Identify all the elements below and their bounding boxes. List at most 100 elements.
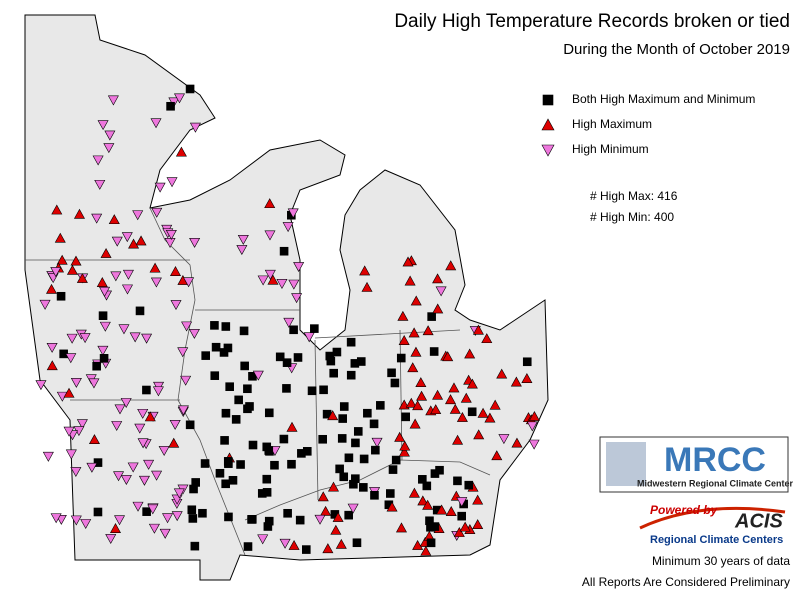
marker-square	[263, 522, 273, 531]
marker-square	[221, 479, 230, 489]
marker-triangle-up	[51, 204, 63, 215]
marker-triangle-up	[477, 407, 489, 418]
marker-square	[338, 414, 347, 423]
marker-square	[215, 468, 225, 478]
marker-triangle-down	[134, 423, 146, 434]
marker-triangle-up	[402, 256, 414, 267]
marker-square	[307, 386, 317, 396]
marker-triangle-up	[473, 429, 485, 440]
marker-triangle-down	[70, 467, 82, 478]
marker-triangle-up	[394, 431, 406, 442]
marker-triangle-up	[422, 325, 434, 336]
marker-triangle-down	[80, 519, 92, 529]
marker-triangle-down	[86, 462, 98, 473]
marker-triangle-down	[88, 378, 100, 389]
marker-square	[346, 370, 356, 380]
marker-square	[283, 508, 292, 518]
marker-triangle-down	[114, 515, 126, 526]
marker-square	[135, 306, 145, 316]
legend-label: Both High Maximum and Minimum	[572, 92, 755, 106]
marker-square	[464, 480, 474, 490]
marker-triangle-up	[46, 360, 58, 371]
marker-triangle-down	[303, 332, 315, 343]
marker-triangle-up	[63, 387, 75, 398]
marker-triangle-down	[171, 511, 183, 522]
marker-triangle-down	[65, 449, 77, 460]
marker-triangle-down	[371, 437, 383, 448]
marker-triangle-up	[149, 262, 161, 273]
count-high-min: # High Min: 400	[590, 210, 674, 224]
marker-triangle-down	[435, 286, 447, 297]
marker-triangle-up	[322, 543, 334, 554]
marker-triangle-down	[97, 120, 109, 131]
marker-triangle-up	[409, 418, 421, 429]
marker-triangle-down	[46, 342, 58, 353]
acis-powered: Powered by	[650, 503, 719, 517]
marker-square	[387, 368, 396, 378]
marker-square	[279, 246, 289, 256]
marker-triangle-up	[175, 146, 187, 157]
marker-square	[353, 427, 363, 436]
marker-triangle-up	[332, 511, 344, 522]
marker-square	[282, 358, 292, 367]
marker-triangle-down	[111, 421, 123, 431]
marker-square	[326, 356, 336, 366]
marker-triangle-up	[432, 273, 444, 284]
marker-square	[236, 460, 245, 469]
marker-triangle-down	[173, 93, 186, 104]
marker-triangle-down	[99, 286, 111, 297]
acis-logo: Powered by ACIS Regional Climate Centers	[639, 503, 786, 546]
marker-triangle-down	[129, 332, 141, 343]
marker-triangle-up	[445, 394, 457, 405]
marker-square	[542, 94, 554, 106]
marker-triangle-down	[237, 234, 249, 245]
marker-triangle-down	[127, 462, 139, 473]
marker-triangle-up	[432, 389, 444, 400]
marker-square	[190, 541, 200, 551]
marker-triangle-up	[491, 450, 503, 461]
marker-triangle-down	[264, 230, 276, 241]
marker-square	[219, 348, 229, 357]
marker-square	[275, 352, 285, 362]
marker-triangle-down	[99, 321, 111, 332]
marker-triangle-up	[109, 523, 122, 533]
marker-square	[240, 361, 249, 371]
marker-triangle-down	[541, 144, 555, 157]
marker-square	[188, 514, 198, 523]
marker-triangle-up	[405, 397, 417, 408]
acis-text: ACIS	[734, 510, 783, 532]
marker-triangle-up	[510, 376, 522, 387]
marker-square	[270, 460, 279, 470]
marker-square	[418, 475, 427, 484]
marker-triangle-up	[327, 410, 339, 421]
marker-square	[429, 347, 439, 356]
marker-triangle-up	[56, 254, 68, 265]
marker-triangle-up	[432, 303, 444, 314]
marker-triangle-down	[50, 267, 62, 278]
marker-triangle-down	[177, 347, 189, 358]
marker-square	[234, 395, 243, 405]
mrcc-name: Midwestern Regional Climate Center	[637, 478, 794, 488]
marker-square	[430, 469, 440, 478]
marker-triangle-up	[459, 521, 471, 532]
marker-square	[344, 510, 353, 520]
marker-triangle-up	[472, 494, 484, 505]
marker-triangle-down	[183, 277, 195, 288]
marker-triangle-down	[287, 208, 299, 219]
marker-triangle-down	[104, 130, 116, 141]
marker-square	[329, 368, 338, 378]
legend-label: High Maximum	[572, 117, 652, 131]
marker-square	[231, 415, 241, 424]
marker-square	[279, 434, 289, 444]
marker-triangle-down	[293, 262, 305, 273]
marker-triangle-up	[73, 208, 85, 219]
marker-triangle-up	[70, 255, 82, 266]
marker-square	[426, 538, 436, 548]
marker-triangle-down	[498, 434, 510, 445]
marker-square	[187, 505, 197, 515]
marker-triangle-up	[481, 333, 493, 344]
marker-square	[243, 542, 253, 551]
marker-square	[522, 357, 532, 367]
marker-triangle-up	[416, 390, 428, 401]
